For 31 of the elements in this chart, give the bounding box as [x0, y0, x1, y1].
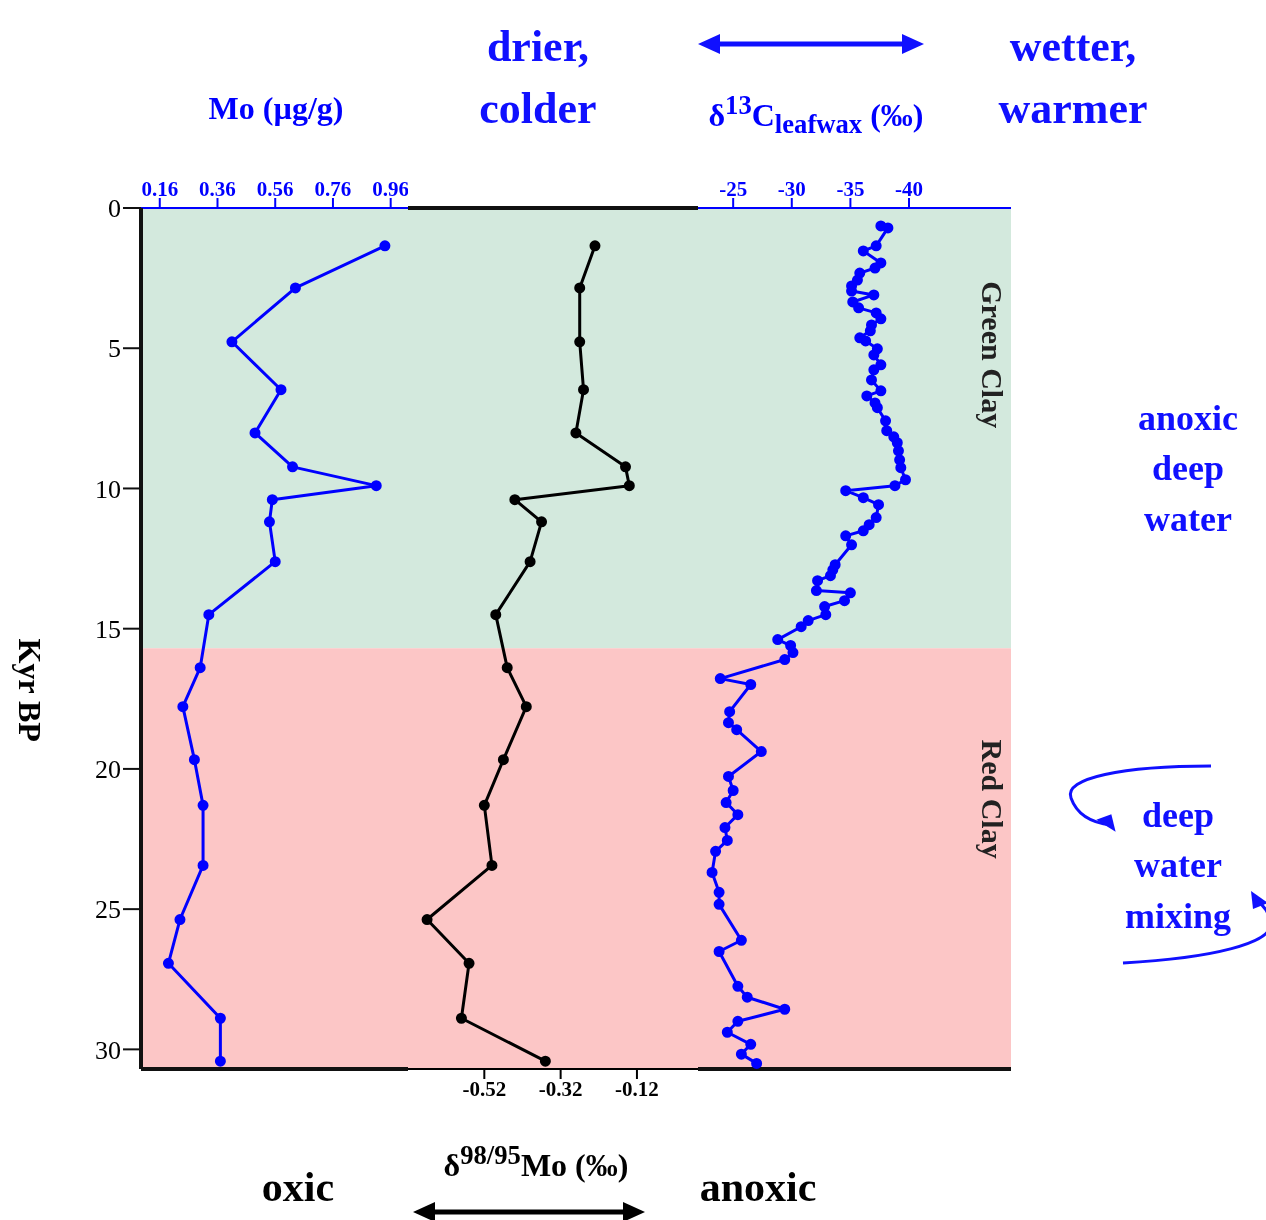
y-tick-label: 20	[95, 755, 121, 785]
text: oxic	[260, 1163, 336, 1212]
x-tick-label: 0.76	[314, 177, 352, 201]
text: deep water mixing	[1124, 794, 1232, 938]
y-tick-label: 25	[95, 895, 121, 925]
x-axis-title: Mo (µg/g)	[208, 90, 344, 127]
x-tick-label: -25	[719, 177, 748, 201]
text: drier, colder	[478, 21, 598, 135]
text: anoxic	[698, 1163, 818, 1212]
x-tick-label: 0.36	[199, 177, 236, 201]
text: wetter, warmer	[997, 21, 1149, 135]
y-tick-label: 5	[108, 334, 121, 364]
x-tick-label: -35	[836, 177, 865, 201]
text: anoxic deep water	[1137, 397, 1239, 541]
x-axis-title: δ$^{13}$C$_{leafwax}$ (‰)	[708, 90, 924, 141]
y-tick-label: 10	[95, 474, 121, 504]
x-tick-label: 0.96	[372, 177, 410, 201]
x-axis-title: δ$^{98/95}$Mo (‰)	[443, 1140, 629, 1184]
y-tick-label: 0	[108, 194, 121, 224]
y-tick-label: 15	[95, 614, 121, 644]
y-tick-label: 30	[95, 1035, 121, 1065]
y-axis-title: Kyr BP	[11, 638, 48, 742]
x-tick-label: -30	[777, 177, 806, 201]
band-label: Red Clay	[976, 739, 1010, 859]
x-tick-label: -0.32	[538, 1076, 583, 1101]
x-tick-label: -0.52	[462, 1076, 507, 1101]
x-tick-label: 0.16	[141, 177, 179, 201]
x-tick-label: -0.12	[615, 1076, 659, 1101]
x-tick-label: 0.56	[256, 177, 294, 201]
band-label: Green Clay	[976, 281, 1010, 429]
x-tick-label: -40	[895, 177, 924, 201]
